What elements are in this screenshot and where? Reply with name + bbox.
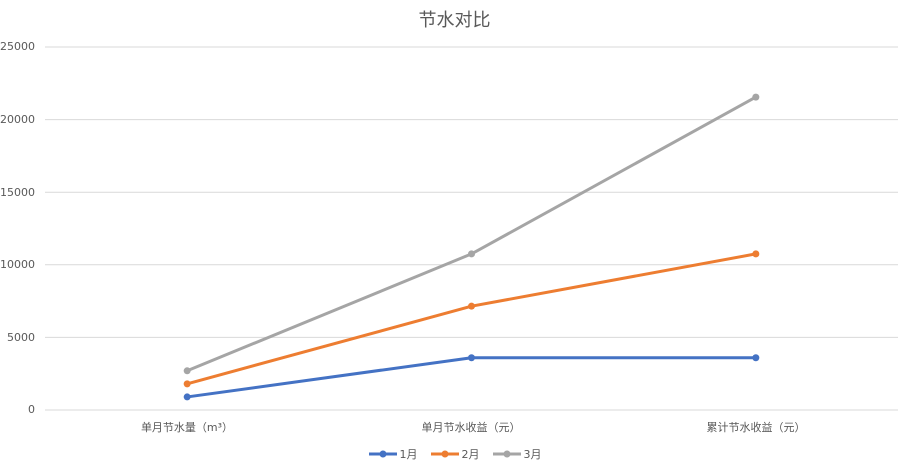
y-tick-5000: 5000 [7,331,35,344]
y-tick-15000: 15000 [0,186,35,199]
x-category-3: 累计节水收益（元） [706,421,806,434]
x-category-1: 单月节水量（m³） [140,421,234,434]
chart-title: 节水对比 [418,10,491,31]
legend-marker-mar-icon [492,450,521,458]
y-tick-20000: 20000 [0,113,35,126]
series-line-3[interactable] [186,95,757,373]
y-tick-10000: 10000 [0,258,35,271]
series-lines [183,93,760,401]
x-category-2: 单月节水收益（元） [421,421,521,434]
data-point[interactable] [752,354,760,362]
data-point[interactable] [752,250,760,258]
data-point[interactable] [468,250,475,258]
y-tick-25000: 25000 [0,40,35,53]
series-line-1[interactable] [186,356,756,399]
data-point[interactable] [468,354,475,362]
legend-item-jan[interactable]: 1月 [368,446,418,462]
data-point[interactable] [752,93,760,101]
legend-label-mar: 3月 [523,448,542,461]
legend-item-feb[interactable]: 2月 [430,446,480,462]
legend-item-mar[interactable]: 3月 [492,446,542,462]
y-tick-0: 0 [28,403,35,416]
legend-label-feb: 2月 [461,448,480,461]
legend-marker-feb-icon [430,450,459,458]
series-line-2[interactable] [186,252,757,386]
legend-marker-jan-icon [368,450,397,458]
legend-label-jan: 1月 [399,448,418,461]
data-point[interactable] [468,302,475,310]
data-point[interactable] [183,380,191,388]
data-point[interactable] [183,367,191,375]
gridlines [45,46,898,411]
legend: 1月 2月 3月 [0,446,909,462]
data-point[interactable] [183,393,191,401]
